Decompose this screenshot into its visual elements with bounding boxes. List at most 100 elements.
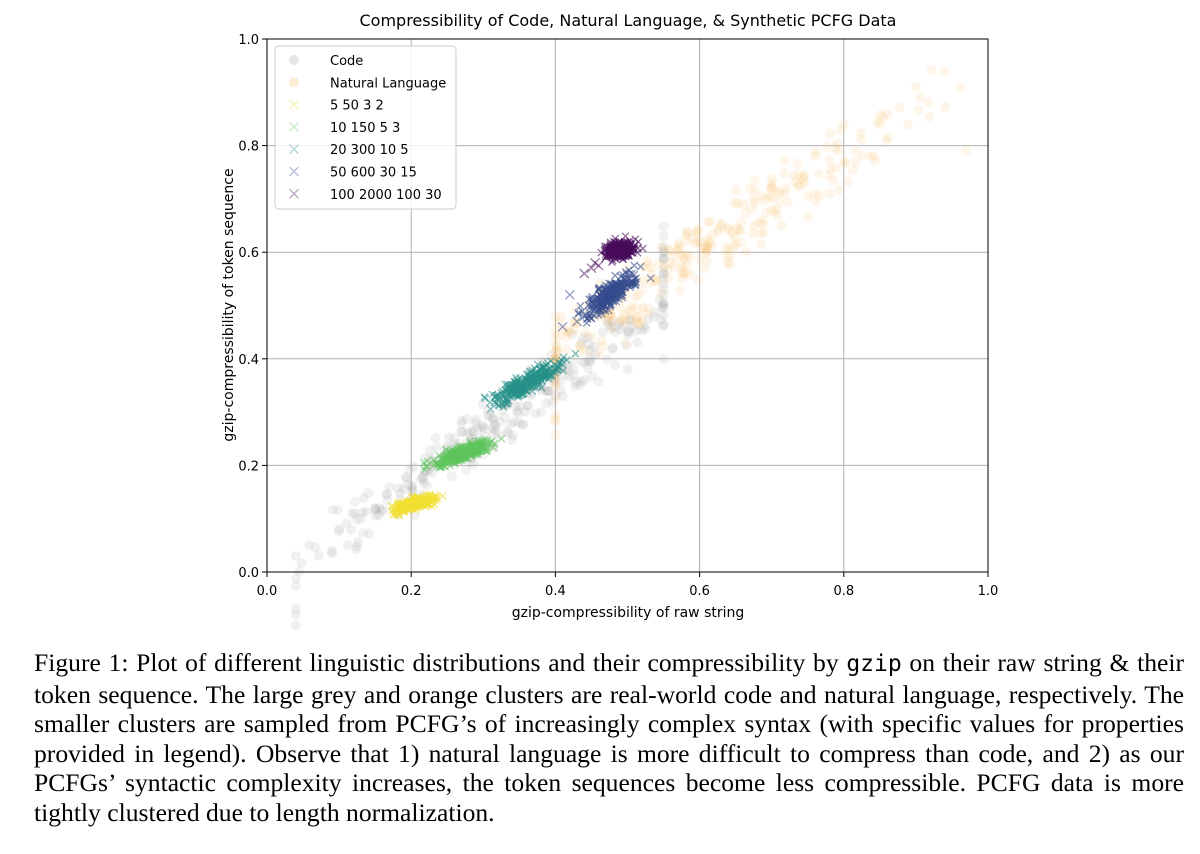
point-code	[472, 423, 483, 434]
point-natural-language	[678, 268, 689, 279]
point-natural-language	[833, 184, 844, 195]
point-code	[349, 508, 360, 519]
point-natural-language	[850, 157, 861, 168]
point-natural-language	[552, 341, 563, 352]
legend-marker-code	[289, 55, 299, 65]
point-natural-language	[563, 325, 574, 336]
point-natural-language	[564, 327, 575, 338]
point-natural-language	[799, 178, 810, 189]
point-code	[392, 483, 403, 494]
point-natural-language	[680, 267, 691, 278]
point-10-150-5-3	[446, 461, 454, 470]
point-code	[658, 299, 669, 310]
point-code	[346, 524, 357, 535]
point-code	[658, 283, 669, 294]
point-code	[520, 406, 531, 417]
point-20-300-10-5	[517, 389, 525, 398]
point-natural-language	[692, 236, 703, 247]
point-20-300-10-5	[529, 382, 538, 391]
point-natural-language	[773, 188, 784, 199]
point-100-2000-100-30	[633, 244, 642, 253]
point-natural-language	[766, 193, 777, 204]
y-tick-label: 1.0	[238, 33, 259, 48]
point-code	[370, 511, 381, 522]
point-10-150-5-3	[439, 456, 448, 465]
point-code	[353, 536, 364, 547]
point-code	[471, 414, 482, 425]
point-natural-language	[824, 188, 835, 199]
point-code	[576, 376, 587, 387]
legend-marker-20-300-10-5	[289, 144, 299, 155]
point-code	[477, 422, 488, 433]
point-natural-language	[676, 263, 687, 274]
point-natural-language	[550, 346, 561, 357]
point-natural-language	[550, 409, 561, 420]
point-5-50-3-2	[392, 504, 401, 513]
point-code	[508, 430, 519, 441]
point-natural-language	[701, 244, 712, 255]
point-natural-language	[691, 227, 702, 238]
point-20-300-10-5	[554, 363, 563, 372]
point-code	[557, 391, 568, 402]
point-50-600-30-15	[600, 285, 609, 294]
point-20-300-10-5	[522, 375, 531, 384]
point-code	[485, 411, 496, 422]
point-natural-language	[550, 340, 561, 351]
point-100-2000-100-30	[616, 252, 625, 261]
point-natural-language	[715, 218, 726, 229]
point-natural-language	[856, 134, 867, 145]
point-natural-language	[915, 92, 926, 103]
point-50-600-30-15	[611, 271, 620, 280]
point-natural-language	[663, 244, 674, 255]
point-natural-language	[868, 151, 879, 162]
point-natural-language	[903, 119, 914, 130]
point-code	[327, 504, 338, 515]
point-20-300-10-5	[532, 369, 541, 378]
point-code	[603, 319, 614, 330]
y-tick-label: 0.6	[238, 246, 259, 261]
point-natural-language	[687, 232, 698, 243]
legend-item: 5 50 3 2	[289, 99, 384, 114]
point-code	[590, 349, 601, 360]
point-code	[621, 340, 632, 351]
point-100-2000-100-30	[600, 252, 611, 263]
point-natural-language	[850, 146, 861, 157]
point-code	[401, 472, 412, 483]
point-natural-language	[678, 250, 689, 261]
point-code	[377, 504, 388, 515]
point-natural-language	[741, 246, 752, 257]
point-50-600-30-15	[595, 283, 603, 292]
point-code	[631, 325, 642, 336]
point-code	[658, 241, 669, 252]
point-code	[425, 445, 436, 456]
point-code	[477, 399, 488, 410]
point-natural-language	[731, 223, 742, 234]
point-code	[542, 386, 553, 397]
point-code	[488, 428, 499, 439]
point-code	[586, 371, 597, 382]
series-natural-language	[550, 64, 972, 441]
point-natural-language	[855, 128, 866, 139]
point-10-150-5-3	[482, 445, 491, 454]
point-code	[627, 321, 638, 332]
point-10-150-5-3	[466, 439, 475, 448]
point-natural-language	[939, 65, 950, 76]
point-code	[579, 375, 590, 386]
point-10-150-5-3	[489, 443, 498, 452]
point-natural-language	[626, 301, 637, 312]
point-code	[290, 609, 301, 620]
point-natural-language	[626, 304, 637, 315]
point-20-300-10-5	[527, 377, 536, 386]
point-code	[290, 551, 301, 562]
point-code	[457, 427, 468, 438]
point-code	[461, 413, 472, 424]
point-code	[290, 573, 301, 584]
point-natural-language	[632, 303, 643, 314]
point-natural-language	[839, 156, 850, 167]
point-code	[570, 376, 581, 387]
point-natural-language	[765, 181, 776, 192]
point-natural-language	[550, 379, 561, 390]
point-natural-language	[843, 176, 854, 187]
point-natural-language	[955, 82, 966, 93]
point-natural-language	[676, 259, 687, 270]
